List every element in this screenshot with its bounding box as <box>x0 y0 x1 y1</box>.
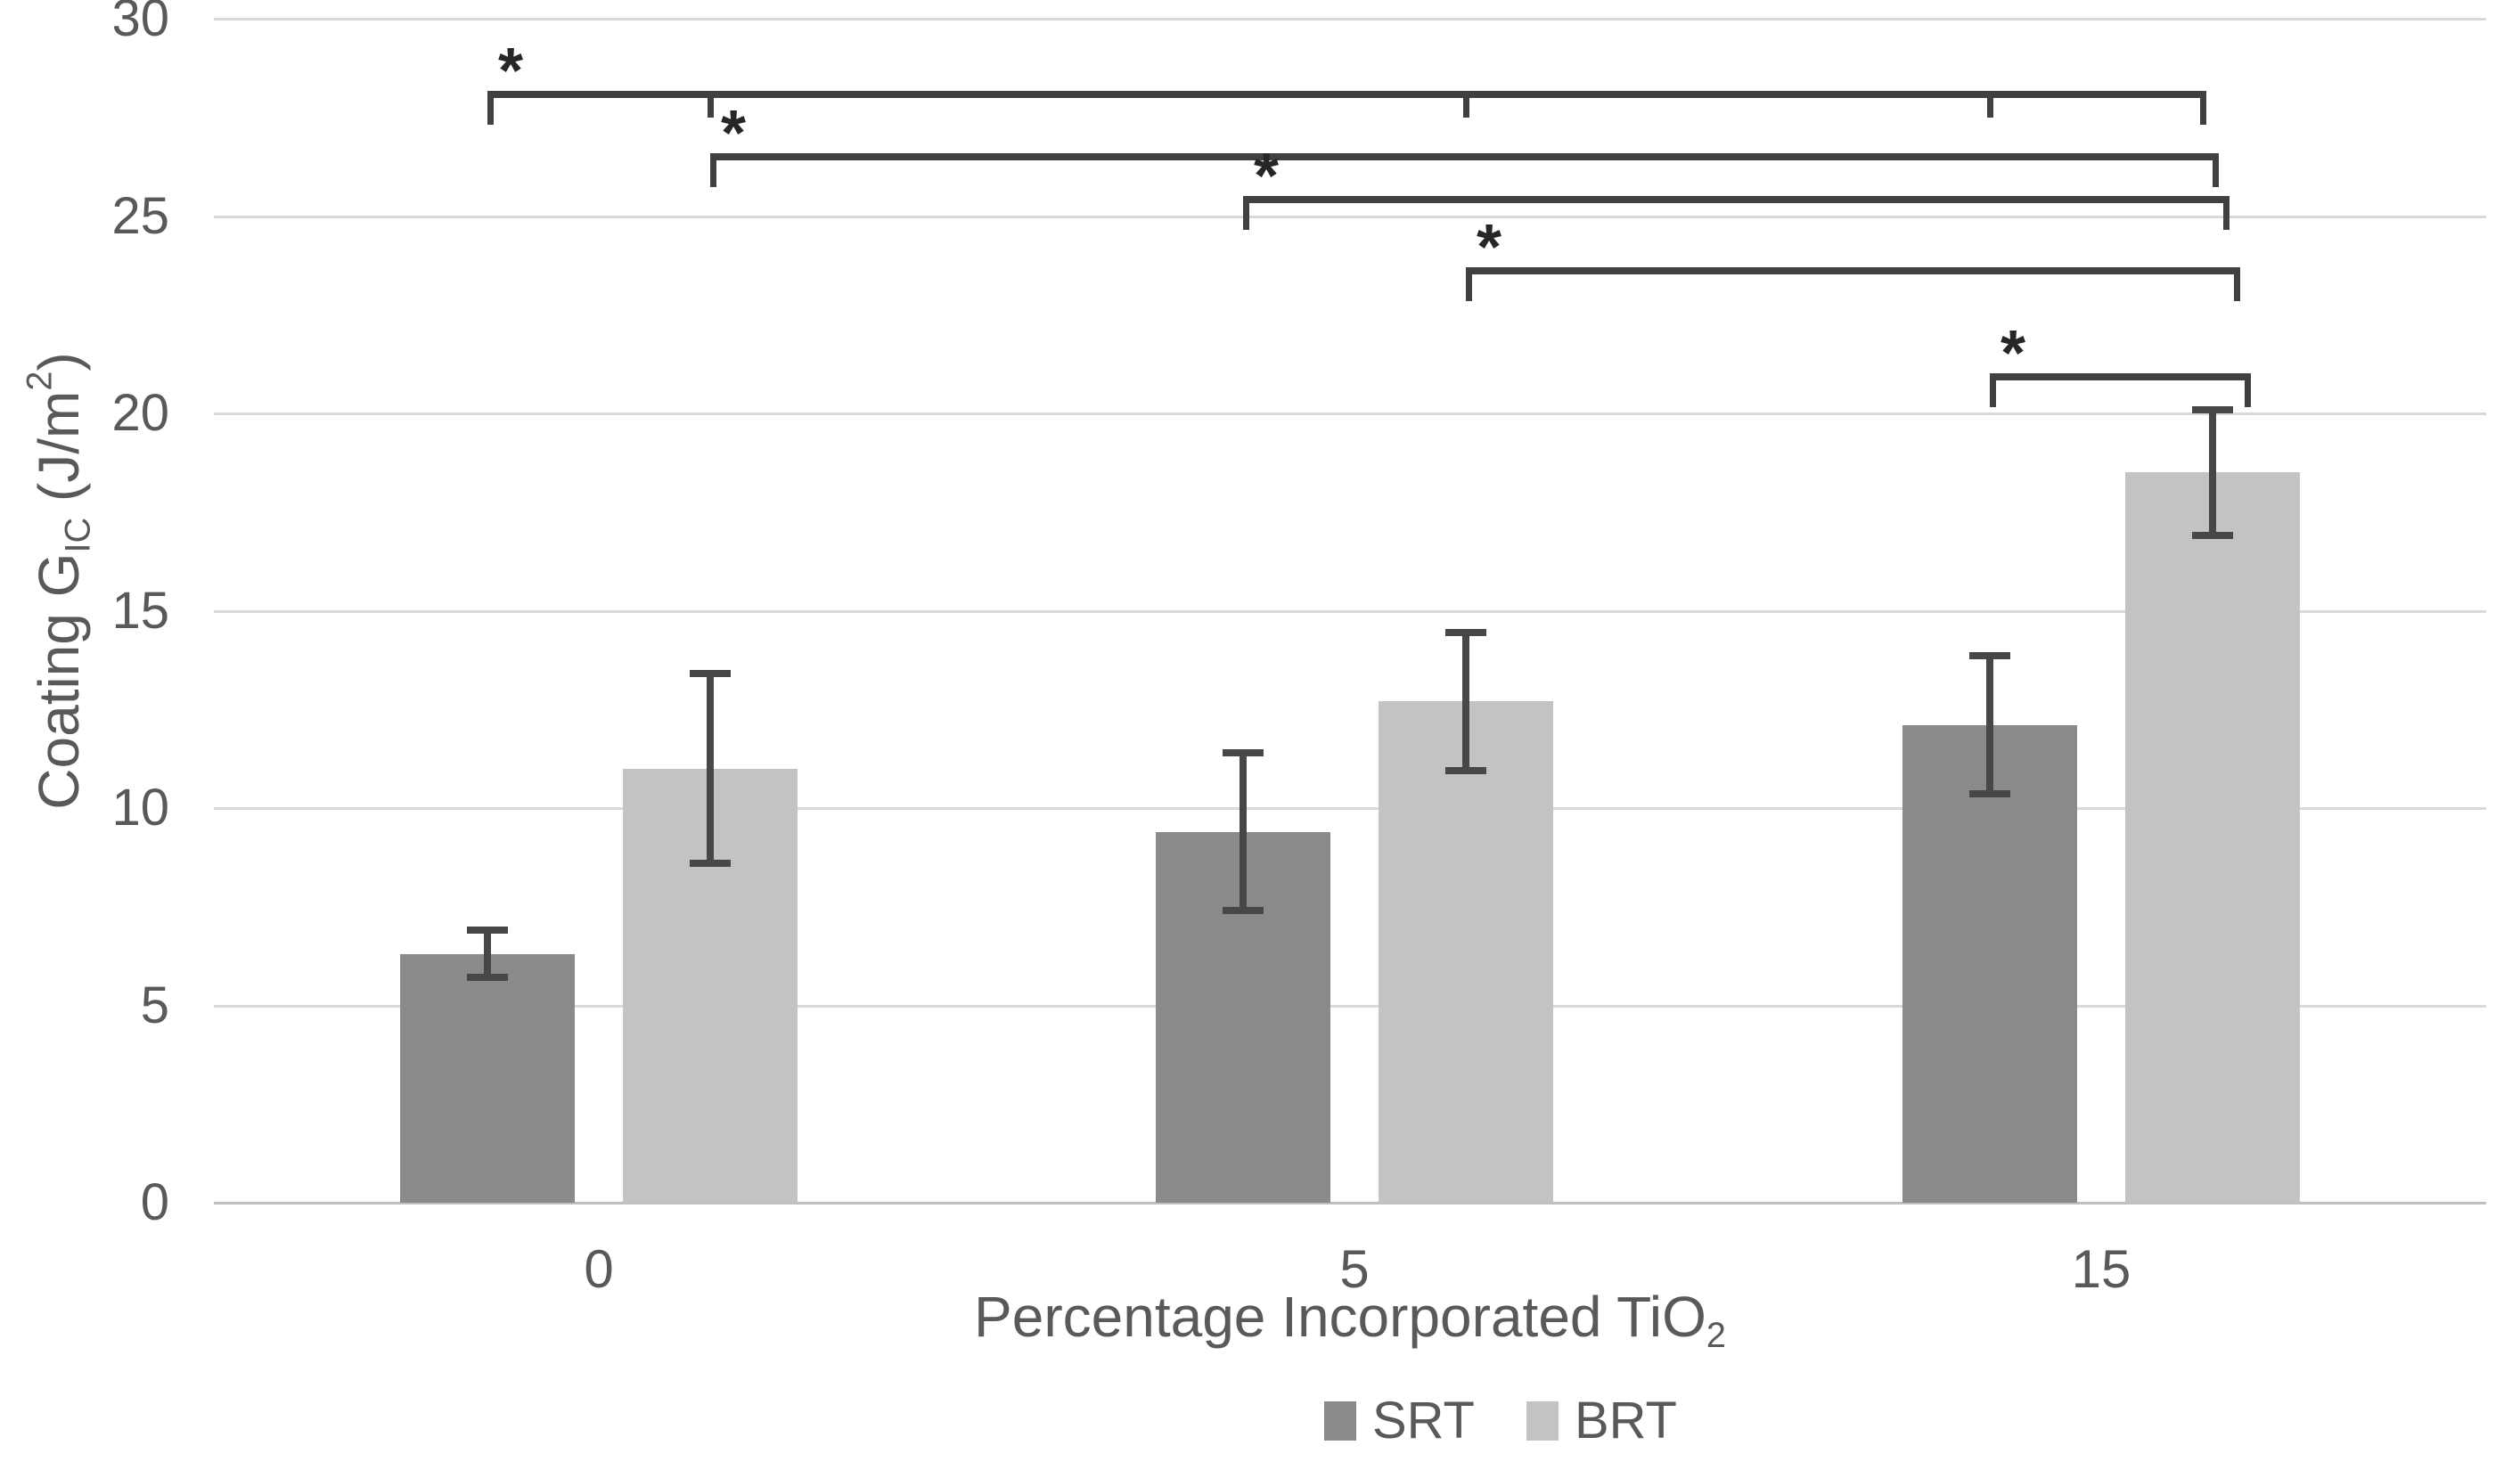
sig-asterisk-4: * <box>1477 212 1502 283</box>
sig-asterisk-3: * <box>1254 141 1280 212</box>
y-tick-label-15: 15 <box>111 581 169 640</box>
sig-bracket-4-left-tick <box>1466 267 1472 301</box>
y-tick-label-0: 0 <box>140 1173 169 1231</box>
bar-BRT-5 <box>1379 701 1553 1203</box>
sig-bracket-1-tooth <box>1463 91 1469 118</box>
gridline-20 <box>214 412 2486 415</box>
sig-bracket-3-left-tick <box>1243 196 1249 230</box>
sig-bracket-2-line <box>710 153 2219 160</box>
sig-bracket-4-right-tick <box>2234 267 2240 301</box>
sig-bracket-2-left-tick <box>710 153 716 187</box>
gridline-25 <box>214 215 2486 218</box>
gridline-5 <box>214 1004 2486 1008</box>
sig-asterisk-1: * <box>498 36 524 107</box>
sig-bracket-5-line <box>1990 373 2251 380</box>
y-tick-label-20: 20 <box>111 384 169 442</box>
error-cap-top-BRT-0 <box>690 670 731 678</box>
x-tick-label-5: 5 <box>1339 1239 1370 1299</box>
sig-bracket-3-right-tick <box>2223 196 2230 230</box>
legend-swatch-SRT <box>1324 1401 1356 1441</box>
sig-bracket-1-left-tick <box>487 91 494 125</box>
error-bar-BRT-15 <box>2209 409 2216 536</box>
sig-bracket-5-right-tick <box>2245 373 2251 407</box>
error-cap-bottom-BRT-5 <box>1445 766 1486 774</box>
sig-asterisk-2: * <box>721 98 747 169</box>
axis-title-sub-part: 2 <box>1706 1316 1726 1356</box>
gridline-15 <box>214 609 2486 613</box>
error-cap-bottom-BRT-15 <box>2192 532 2233 540</box>
error-cap-top-BRT-5 <box>1445 628 1486 636</box>
x-tick-label-0: 0 <box>584 1239 614 1299</box>
y-tick-label-5: 5 <box>140 976 169 1034</box>
sig-bracket-4-line <box>1466 267 2240 274</box>
sig-bracket-2-right-tick <box>2213 153 2219 187</box>
error-cap-bottom-BRT-0 <box>690 860 731 868</box>
x-tick-label-15: 15 <box>2071 1239 2131 1299</box>
bar-BRT-15 <box>2125 472 2300 1203</box>
error-cap-bottom-SRT-0 <box>467 974 508 982</box>
error-bar-SRT-15 <box>1986 656 1993 795</box>
legend: SRT BRT <box>1324 1395 1677 1447</box>
sig-bracket-1-tooth <box>1987 91 1993 118</box>
error-cap-top-BRT-15 <box>2192 405 2233 413</box>
sig-bracket-3-line <box>1243 196 2230 203</box>
sig-asterisk-5: * <box>2000 318 2026 389</box>
y-tick-label-10: 10 <box>111 779 169 837</box>
y-tick-label-25: 25 <box>111 186 169 245</box>
error-bar-SRT-0 <box>484 930 491 978</box>
error-cap-bottom-SRT-5 <box>1223 907 1264 915</box>
gridline-30 <box>214 18 2486 20</box>
x-axis-title: Percentage Incorporated TiO2 <box>214 1283 2486 1369</box>
legend-label-SRT: SRT <box>1372 1392 1475 1449</box>
axis-title-text-part: ) <box>27 352 92 372</box>
legend-item-SRT: SRT <box>1324 1395 1475 1447</box>
error-cap-top-SRT-0 <box>467 927 508 935</box>
legend-swatch-BRT <box>1526 1401 1559 1441</box>
error-bar-BRT-0 <box>707 674 714 863</box>
legend-label-BRT: BRT <box>1574 1392 1677 1449</box>
y-tick-label-30: 30 <box>111 0 169 47</box>
sig-bracket-1-tooth <box>708 91 714 118</box>
sig-bracket-5-left-tick <box>1990 373 1996 407</box>
gridline-0 <box>214 1202 2486 1204</box>
error-bar-SRT-5 <box>1240 752 1247 911</box>
error-cap-bottom-SRT-15 <box>1969 790 2010 798</box>
sig-bracket-1-right-tick <box>2200 91 2206 125</box>
gridline-10 <box>214 807 2486 810</box>
error-bar-BRT-5 <box>1462 632 1469 771</box>
error-cap-top-SRT-15 <box>1969 652 2010 660</box>
axis-title-text-part: Percentage Incorporated TiO <box>974 1285 1706 1349</box>
sig-bracket-1-line <box>487 91 2206 98</box>
error-cap-top-SRT-5 <box>1223 748 1264 756</box>
bar-SRT-0 <box>400 953 575 1203</box>
axis-title-sub-part: IC <box>58 517 98 553</box>
bar-SRT-15 <box>1902 724 2077 1203</box>
legend-item-BRT: BRT <box>1526 1395 1677 1447</box>
